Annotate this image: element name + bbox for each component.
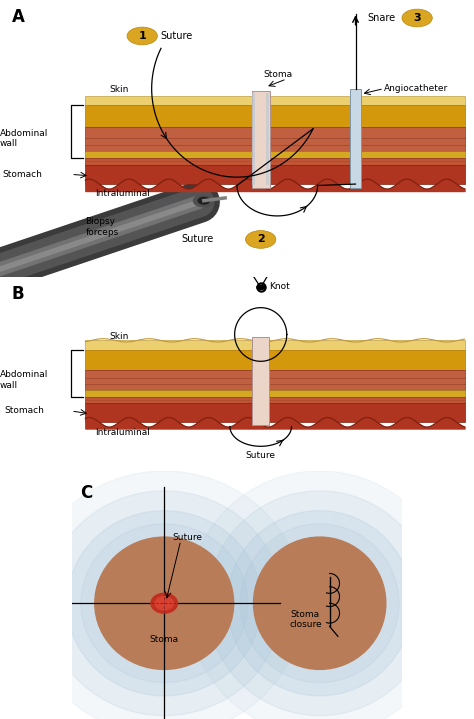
Circle shape bbox=[257, 285, 264, 290]
Text: Abdominal
wall: Abdominal wall bbox=[0, 129, 48, 148]
Bar bbox=[85, 370, 465, 390]
Text: Skin: Skin bbox=[109, 332, 128, 342]
Bar bbox=[252, 91, 270, 188]
Text: Stomach: Stomach bbox=[2, 170, 42, 179]
Text: Intraluminal: Intraluminal bbox=[95, 189, 150, 198]
Circle shape bbox=[246, 231, 276, 248]
Text: Knot: Knot bbox=[269, 282, 290, 290]
Ellipse shape bbox=[46, 491, 283, 715]
Text: Suture: Suture bbox=[246, 451, 276, 459]
Ellipse shape bbox=[25, 471, 303, 719]
Text: Intraluminal: Intraluminal bbox=[95, 428, 150, 436]
Bar bbox=[252, 337, 269, 425]
Bar bbox=[266, 93, 269, 186]
Bar bbox=[85, 390, 465, 397]
Text: 3: 3 bbox=[413, 13, 421, 23]
Bar bbox=[85, 340, 465, 350]
Text: Abdominal
wall: Abdominal wall bbox=[0, 370, 48, 390]
Circle shape bbox=[193, 195, 214, 207]
Bar bbox=[85, 403, 465, 422]
Bar bbox=[85, 397, 465, 403]
Circle shape bbox=[127, 27, 157, 45]
Ellipse shape bbox=[95, 537, 234, 669]
Bar bbox=[252, 93, 255, 186]
Text: Stoma: Stoma bbox=[263, 70, 292, 79]
Text: C: C bbox=[80, 484, 92, 502]
Text: Stoma
closure: Stoma closure bbox=[290, 610, 322, 629]
Bar bbox=[350, 88, 361, 188]
Bar bbox=[85, 165, 465, 184]
Ellipse shape bbox=[254, 537, 386, 669]
Ellipse shape bbox=[81, 524, 247, 682]
Bar bbox=[85, 151, 465, 157]
Circle shape bbox=[198, 198, 210, 204]
Ellipse shape bbox=[207, 491, 432, 715]
Text: 2: 2 bbox=[257, 234, 264, 244]
Text: B: B bbox=[12, 285, 25, 303]
Ellipse shape bbox=[187, 471, 452, 719]
Bar bbox=[85, 127, 465, 151]
Text: Biopsy
forceps: Biopsy forceps bbox=[85, 217, 118, 237]
Bar bbox=[85, 157, 465, 165]
Ellipse shape bbox=[155, 597, 173, 610]
Ellipse shape bbox=[151, 593, 177, 613]
Ellipse shape bbox=[240, 524, 399, 682]
Bar bbox=[85, 350, 465, 370]
Text: Stomach: Stomach bbox=[5, 406, 45, 416]
Text: Suture: Suture bbox=[173, 533, 202, 541]
Text: 1: 1 bbox=[138, 31, 146, 41]
Circle shape bbox=[402, 9, 432, 27]
Text: Skin: Skin bbox=[109, 86, 128, 94]
Text: Suture: Suture bbox=[160, 31, 192, 41]
Text: Angiocatheter: Angiocatheter bbox=[384, 84, 448, 93]
Bar bbox=[85, 105, 465, 127]
Text: Snare: Snare bbox=[368, 13, 396, 23]
Ellipse shape bbox=[67, 510, 262, 696]
Text: A: A bbox=[12, 9, 25, 27]
Text: Stoma: Stoma bbox=[150, 635, 179, 644]
Text: Suture: Suture bbox=[181, 234, 213, 244]
Bar bbox=[85, 96, 465, 105]
Ellipse shape bbox=[227, 510, 412, 696]
